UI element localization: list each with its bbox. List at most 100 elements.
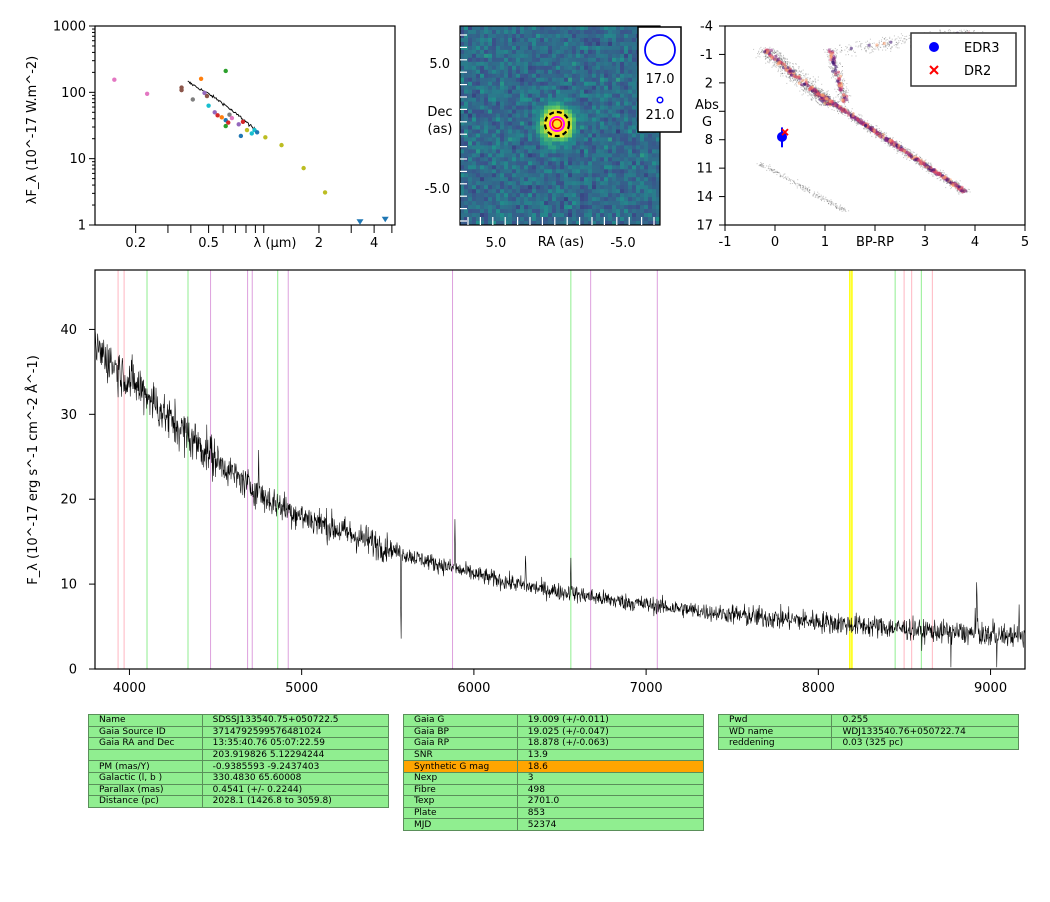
- image-pixel: [472, 145, 477, 150]
- image-pixel: [560, 173, 565, 178]
- hr-background-star: [822, 90, 824, 92]
- image-pixel: [620, 57, 625, 63]
- image-pixel: [612, 213, 617, 218]
- image-pixel: [556, 53, 561, 59]
- image-pixel: [512, 69, 517, 75]
- hr-background-star: [817, 96, 819, 98]
- image-pixel: [556, 205, 561, 210]
- image-pixel: [480, 185, 485, 190]
- image-x-tick-label: -5.0: [610, 236, 635, 251]
- image-pixel: [500, 129, 505, 134]
- image-pixel: [548, 61, 553, 67]
- image-pixel: [532, 209, 537, 214]
- image-pixel: [620, 121, 625, 126]
- image-pixel: [536, 121, 541, 126]
- hr-background-star: [818, 99, 819, 101]
- image-pixel: [472, 61, 477, 67]
- hr-background-star: [959, 192, 961, 194]
- image-pixel: [612, 193, 617, 198]
- hr-background-star: [794, 78, 796, 80]
- image-pixel: [564, 65, 569, 71]
- hr-background-star: [785, 58, 787, 60]
- image-pixel: [588, 101, 593, 106]
- hr-background-star: [888, 144, 890, 146]
- sed-y-axis-label: λF_λ (10^-17 W.m^-2): [25, 56, 40, 204]
- image-pixel: [596, 69, 601, 75]
- hr-background-star: [814, 96, 816, 98]
- image-pixel: [616, 133, 621, 138]
- image-pixel: [552, 29, 557, 35]
- hr-background-star: [771, 59, 773, 60]
- image-pixel: [512, 81, 517, 87]
- image-pixel: [508, 201, 513, 206]
- image-pixel: [588, 193, 593, 198]
- image-pixel: [608, 93, 613, 99]
- image-pixel: [588, 201, 593, 206]
- hr-background-star: [779, 67, 781, 69]
- image-pixel: [552, 53, 557, 59]
- image-pixel: [524, 125, 529, 130]
- image-pixel: [512, 137, 517, 142]
- image-y-axis-label-1: Dec: [427, 105, 452, 120]
- image-pixel: [580, 141, 585, 146]
- image-pixel: [464, 165, 469, 170]
- image-pixel: [548, 93, 553, 99]
- image-pixel: [616, 61, 621, 67]
- image-pixel: [584, 61, 589, 67]
- image-pixel: [632, 57, 637, 63]
- image-pixel: [508, 105, 513, 110]
- hr-background-star: [929, 162, 931, 164]
- hr-background-star: [904, 147, 906, 149]
- hr-background-star: [882, 138, 884, 140]
- image-pixel: [564, 41, 569, 47]
- image-pixel: [484, 29, 489, 35]
- image-pixel: [476, 189, 481, 194]
- image-pixel: [524, 205, 529, 210]
- image-pixel: [588, 37, 593, 43]
- image-pixel: [528, 157, 533, 162]
- image-pixel: [584, 73, 589, 79]
- hr-background-star: [932, 175, 933, 177]
- image-pixel: [512, 157, 517, 162]
- image-pixel: [600, 185, 605, 190]
- hr-background-star: [904, 156, 906, 158]
- image-pixel: [536, 69, 541, 75]
- source-aperture-circle: [543, 110, 571, 138]
- image-pixel: [532, 101, 537, 106]
- image-pixel: [608, 161, 613, 166]
- hr-background-star: [814, 83, 816, 85]
- image-pixel: [524, 61, 529, 67]
- image-pixel: [568, 105, 573, 110]
- image-pixel: [600, 145, 605, 150]
- image-pixel: [624, 53, 629, 59]
- image-pixel: [480, 45, 485, 51]
- image-pixel: [580, 137, 585, 142]
- image-pixel: [536, 145, 541, 150]
- image-pixel: [592, 221, 597, 226]
- image-pixel: [600, 161, 605, 166]
- hr-background-star: [795, 63, 797, 65]
- image-pixel: [612, 133, 617, 138]
- image-pixel: [476, 97, 481, 103]
- hr-background-star: [787, 58, 788, 60]
- image-pixel: [624, 193, 629, 198]
- hr-background-star: [826, 93, 828, 95]
- image-pixel: [532, 57, 537, 63]
- image-pixel: [488, 37, 493, 43]
- hr-background-star: [941, 172, 943, 174]
- image-pixel: [480, 73, 485, 79]
- image-pixel: [632, 41, 637, 47]
- image-pixel: [540, 137, 545, 142]
- image-pixel: [468, 185, 473, 190]
- image-pixel: [600, 129, 605, 134]
- image-pixel: [476, 145, 481, 150]
- image-pixel: [596, 141, 601, 146]
- image-pixel: [596, 89, 601, 95]
- image-y-axis-label-2: (as): [428, 122, 453, 137]
- hr-background-star: [855, 115, 857, 117]
- image-pixel: [636, 205, 641, 210]
- hr-background-star: [809, 92, 810, 94]
- hr-background-star: [815, 97, 817, 99]
- image-pixel: [524, 157, 529, 162]
- image-pixel: [612, 37, 617, 43]
